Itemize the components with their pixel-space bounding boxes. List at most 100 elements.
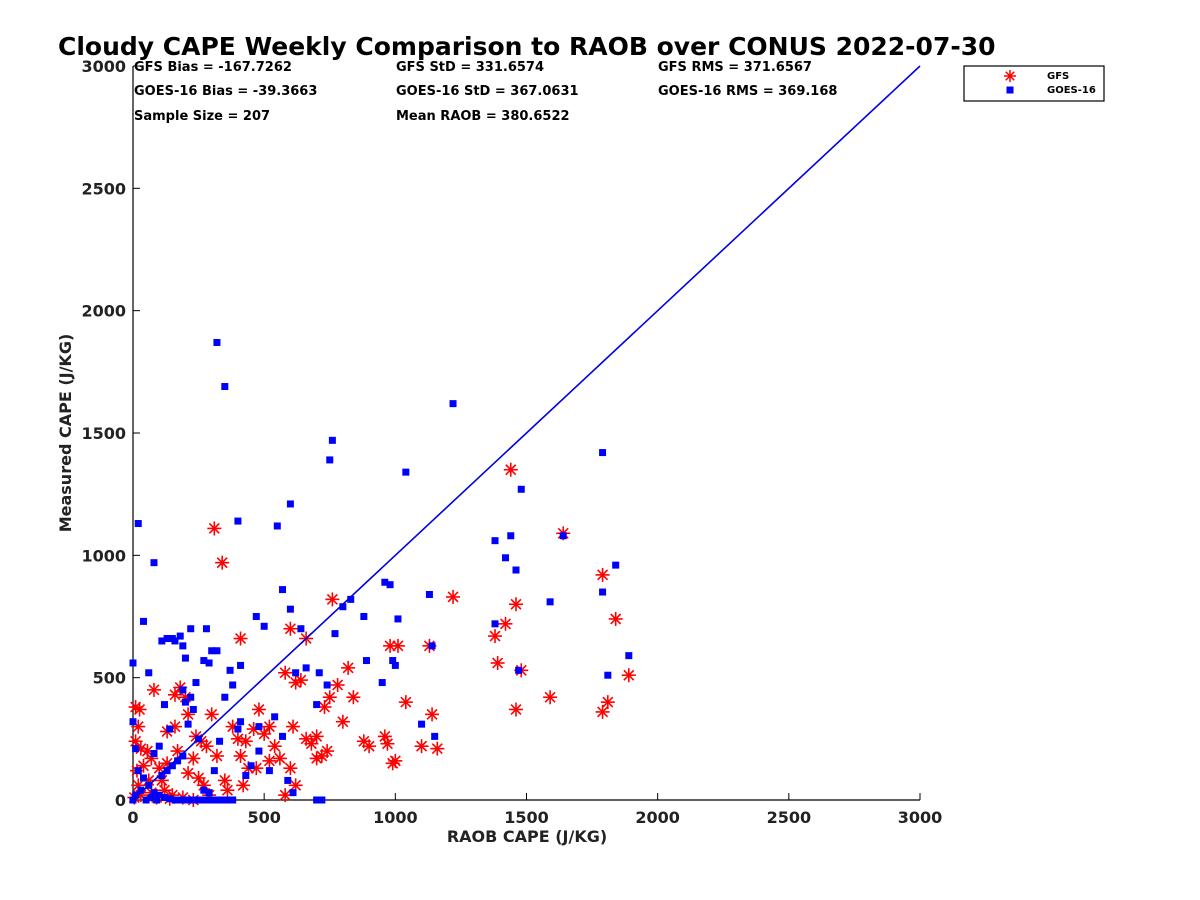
goes16-point: [192, 796, 200, 804]
gfs-point: [267, 739, 282, 754]
gfs-point: [209, 748, 224, 763]
chart-title: Cloudy CAPE Weekly Comparison to RAOB ov…: [58, 32, 996, 61]
gfs-point: [621, 668, 636, 683]
goes16-point: [402, 468, 410, 476]
gfs-point-stroke: [182, 767, 194, 779]
gfs-point-stroke: [392, 640, 404, 652]
goes16-point: [208, 796, 216, 804]
gfs-point-stroke: [489, 630, 501, 642]
gfs-point-stroke: [141, 745, 153, 757]
goes16-point: [599, 449, 607, 457]
gfs-point-stroke: [221, 784, 233, 796]
goes16-point: [428, 642, 436, 650]
goes16-point: [289, 789, 297, 797]
goes16-point: [179, 686, 187, 694]
goes16-point: [179, 752, 187, 760]
gfs-point-stroke: [305, 738, 317, 750]
goes16-point: [234, 517, 242, 525]
gfs-point: [299, 731, 314, 746]
gfs-point: [283, 761, 298, 776]
gfs-point-stroke: [295, 674, 307, 686]
gfs-point: [398, 695, 413, 710]
gfs-point: [233, 631, 248, 646]
goes16-point: [297, 625, 305, 633]
stat-label: GOES-16 RMS = 369.168: [658, 84, 837, 99]
goes16-point: [273, 522, 281, 530]
goes16-point: [381, 578, 389, 586]
goes16-point: [129, 718, 137, 726]
plot-area: 0 500 1000 1500 2000 2500 3000 0 500 1000 1500 2000…: [81, 57, 1105, 827]
gfs-point-stroke: [279, 789, 291, 801]
gfs-point-stroke: [384, 640, 396, 652]
goes16-point: [313, 796, 321, 804]
gfs-point: [191, 770, 206, 785]
goes16-point: [218, 796, 226, 804]
goes16-point: [147, 794, 155, 802]
goes16-point: [213, 796, 221, 804]
goes16-point: [171, 637, 179, 645]
goes16-point: [158, 772, 166, 780]
goes16-point: [160, 701, 168, 709]
goes16-point: [315, 669, 323, 677]
goes16-point: [132, 745, 140, 753]
gfs-point-stroke: [318, 701, 331, 713]
goes16-point: [197, 796, 205, 804]
goes16-point: [213, 338, 221, 346]
goes16-point: [132, 791, 140, 799]
gfs-point-stroke: [161, 757, 173, 769]
goes16-point: [221, 383, 229, 391]
gfs-point: [233, 748, 248, 763]
gfs-point-stroke: [169, 689, 181, 701]
gfs-point: [286, 719, 301, 734]
gfs-point: [278, 665, 293, 680]
goes16-point: [208, 647, 216, 655]
gfs-point: [278, 788, 293, 803]
gfs-point-stroke: [387, 757, 399, 769]
goes16-point: [181, 796, 189, 804]
goes16-point: [255, 723, 263, 731]
gfs-point-stroke: [324, 691, 336, 703]
gfs-point-stroke: [200, 740, 212, 752]
gfs-point-stroke: [148, 684, 160, 696]
gfs-point-stroke: [250, 762, 262, 774]
legend-label-goes16: GOES-16: [1047, 85, 1096, 96]
gfs-point: [430, 741, 445, 756]
goes16-point: [229, 796, 237, 804]
goes16-point: [171, 796, 179, 804]
legend-swatch-gfs: [1004, 70, 1016, 82]
gfs-point-stroke: [130, 735, 142, 747]
goes16-point: [189, 705, 197, 713]
goes16-point: [279, 586, 287, 594]
gfs-point-stroke: [237, 779, 249, 791]
goes16-point: [139, 774, 147, 782]
gfs-point: [217, 773, 232, 788]
goes16-point: [491, 620, 499, 628]
goes16-point: [160, 794, 168, 802]
goes16-point: [142, 796, 150, 804]
gfs-point: [595, 567, 610, 582]
goes16-point: [166, 795, 174, 803]
gfs-point-stroke: [132, 779, 144, 791]
goes16-point: [302, 664, 310, 672]
gfs-point: [498, 616, 513, 631]
gfs-point-stroke: [347, 691, 359, 703]
x-tick-label: 0: [127, 808, 138, 827]
gfs-point-stroke: [290, 779, 302, 791]
gfs-point-stroke: [311, 730, 323, 742]
gfs-point: [128, 700, 143, 715]
gfs-point: [335, 714, 350, 729]
gfs-point: [167, 687, 182, 702]
x-tick-label: 2000: [635, 808, 680, 827]
legend-box: [963, 65, 1105, 102]
goes16-point: [271, 713, 279, 721]
gfs-point-stroke: [363, 740, 375, 752]
gfs-point: [309, 729, 324, 744]
gfs-point-stroke: [447, 591, 459, 603]
goes16-point: [155, 742, 163, 750]
gfs-point: [543, 690, 558, 705]
goes16-point: [179, 642, 187, 650]
gfs-point: [380, 736, 395, 751]
gfs-point-stroke: [263, 755, 275, 767]
gfs-point-stroke: [358, 735, 370, 747]
